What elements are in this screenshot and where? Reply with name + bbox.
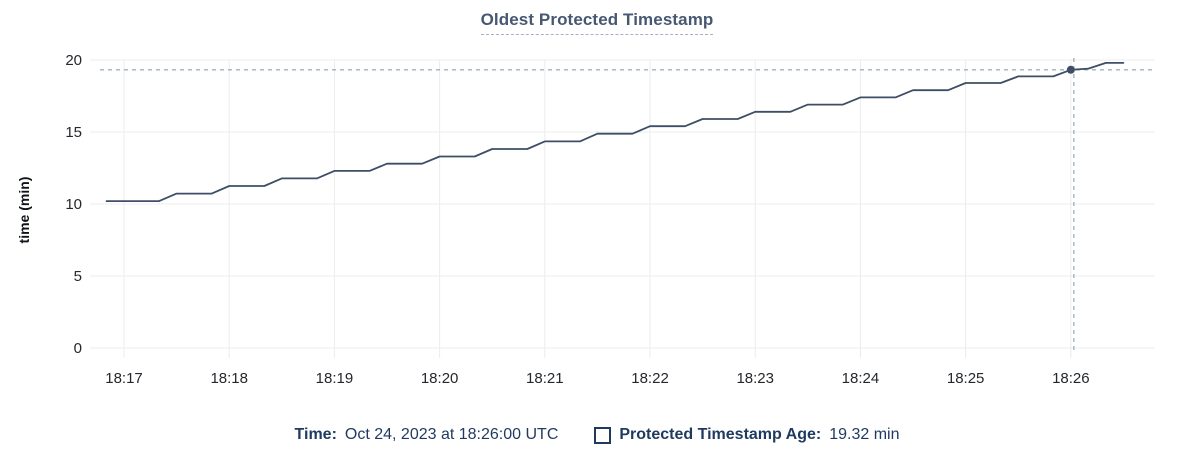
svg-text:15: 15 [65, 124, 82, 141]
series-line [105, 61, 1125, 203]
svg-text:18:26: 18:26 [1052, 370, 1090, 387]
svg-text:18:21: 18:21 [526, 370, 564, 387]
crosshair [100, 58, 1155, 354]
series-label: Protected Timestamp Age: [619, 426, 822, 443]
chart-title[interactable]: Oldest Protected Timestamp [480, 10, 714, 35]
series-value: 19.32 min [829, 426, 900, 443]
x-axis-tick-labels: 18:17 18:18 18:19 18:20 18:21 18:22 18:23 18:24… [105, 370, 1089, 387]
svg-text:5: 5 [74, 268, 82, 285]
hover-tooltip-legend: Time: Oct 24, 2023 at 18:26:00 UTC Prote… [0, 426, 1194, 444]
svg-text:18:17: 18:17 [105, 370, 143, 387]
gridlines [90, 59, 1155, 358]
svg-text:18:18: 18:18 [210, 370, 248, 387]
chart-plot-area[interactable]: 18:17 18:18 18:19 18:20 18:21 18:22 18:23 18:24… [0, 40, 1194, 400]
svg-text:20: 20 [65, 52, 82, 69]
time-group: Time: Oct 24, 2023 at 18:26:00 UTC [295, 426, 559, 444]
series-group: Protected Timestamp Age: 19.32 min [594, 426, 899, 444]
svg-text:18:22: 18:22 [631, 370, 669, 387]
svg-text:18:23: 18:23 [736, 370, 774, 387]
svg-text:18:24: 18:24 [842, 370, 880, 387]
highlighted-data-point[interactable] [1066, 65, 1075, 74]
time-label: Time: [294, 426, 337, 443]
svg-text:18:25: 18:25 [947, 370, 985, 387]
y-axis-tick-labels: 0 5 10 15 20 [65, 52, 82, 357]
svg-text:0: 0 [74, 340, 82, 357]
protected-timestamp-age-checkbox[interactable] [594, 426, 612, 444]
svg-text:18:20: 18:20 [421, 370, 459, 387]
svg-text:10: 10 [65, 196, 82, 213]
svg-text:18:19: 18:19 [316, 370, 354, 387]
chart-header: Oldest Protected Timestamp [0, 10, 1194, 35]
time-value: Oct 24, 2023 at 18:26:00 UTC [344, 426, 559, 443]
